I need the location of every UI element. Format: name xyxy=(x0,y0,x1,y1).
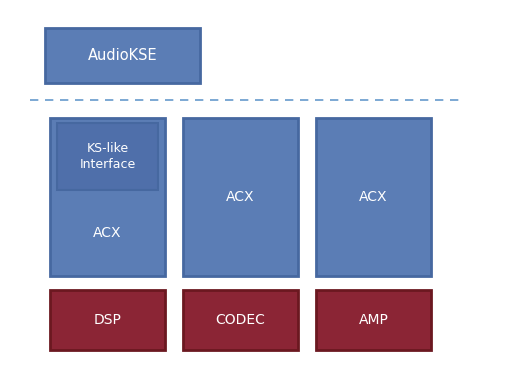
Bar xyxy=(50,290,165,350)
Text: DSP: DSP xyxy=(93,313,121,327)
Bar xyxy=(316,290,431,350)
Bar xyxy=(50,118,165,276)
Text: ACX: ACX xyxy=(359,190,388,204)
Bar xyxy=(183,118,298,276)
Text: AMP: AMP xyxy=(359,313,389,327)
Text: KS-like
Interface: KS-like Interface xyxy=(79,142,136,170)
Text: ACX: ACX xyxy=(93,226,122,240)
Bar xyxy=(316,118,431,276)
Text: CODEC: CODEC xyxy=(216,313,265,327)
Bar xyxy=(45,28,200,83)
Bar xyxy=(183,290,298,350)
Text: ACX: ACX xyxy=(226,190,255,204)
Text: AudioKSE: AudioKSE xyxy=(88,48,157,63)
Bar xyxy=(57,123,158,190)
